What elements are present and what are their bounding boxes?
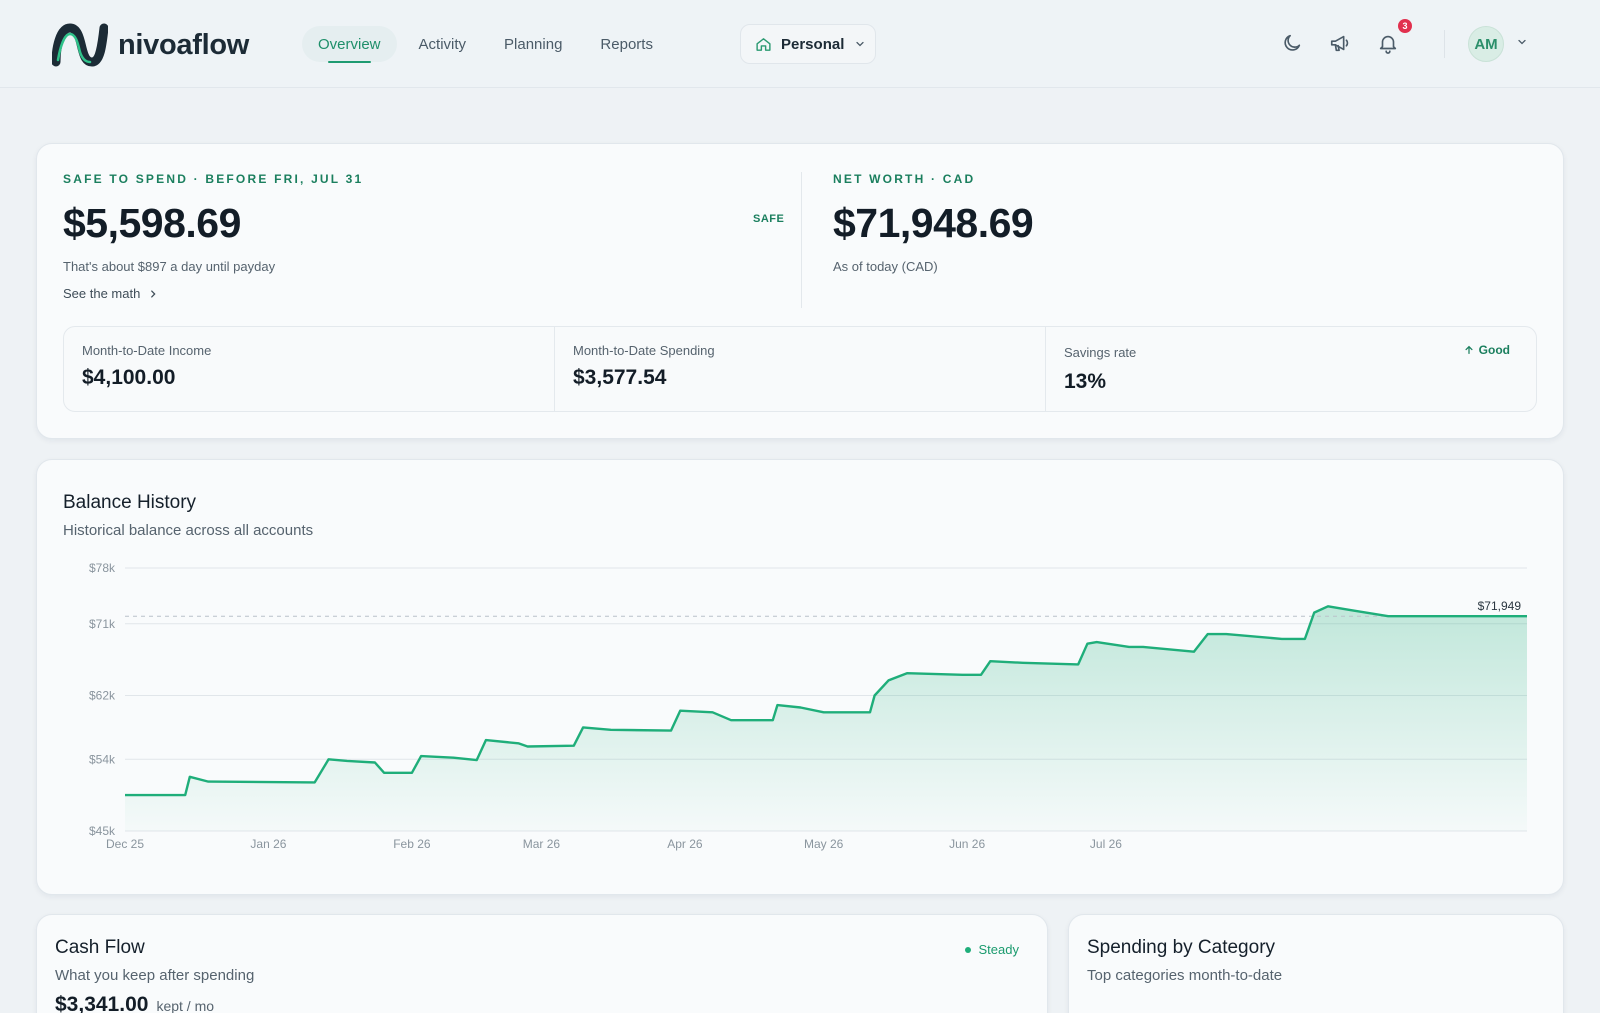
home-icon: [755, 36, 772, 53]
safe-to-spend: SAFE TO SPEND · BEFORE FRI, JUL 31 $5,59…: [63, 172, 363, 301]
x-tick-label: Feb 26: [393, 837, 431, 851]
stat-label: Month-to-Date Income: [82, 343, 212, 358]
tab-planning[interactable]: Planning: [504, 35, 563, 53]
status-dot-icon: [964, 946, 971, 953]
safe-to-spend-eyebrow: SAFE TO SPEND · BEFORE FRI, JUL 31: [63, 172, 364, 186]
main-nav: Overview Activity Planning Reports: [302, 26, 675, 63]
balance-line: [125, 605, 1527, 797]
moon-icon[interactable]: [1279, 30, 1305, 56]
summary-divider: [801, 172, 802, 308]
y-tick-label: $62k: [89, 689, 116, 703]
stat-value: $3,577.54: [573, 366, 667, 389]
balance-history-subtitle: Historical balance across all accounts: [63, 522, 314, 539]
cash-flow-title: Cash Flow: [55, 937, 145, 958]
chevron-down-icon[interactable]: [1516, 36, 1528, 48]
savings-rate-badge: Good: [1464, 343, 1510, 357]
chevron-right-icon: [148, 289, 158, 299]
logo-mark-icon: [52, 23, 108, 67]
balance-history-title: Balance History: [63, 492, 197, 513]
safe-status-tag: SAFE: [753, 213, 785, 225]
cash-flow-kept: $3,341.00 kept / mo: [55, 993, 214, 1013]
stat-savings-rate: Savings rate 13% Good: [1045, 327, 1536, 411]
workspace-selector[interactable]: Personal: [740, 24, 876, 64]
avatar[interactable]: AM: [1468, 26, 1504, 62]
balance-area: [125, 606, 1527, 831]
safe-to-spend-amount: $5,598.69: [63, 200, 241, 246]
stat-value: 13%: [1064, 370, 1107, 393]
x-tick-label: Dec 25: [106, 837, 144, 851]
stat-label: Month-to-Date Spending: [573, 343, 715, 358]
x-tick-label: Apr 26: [667, 837, 703, 851]
cash-flow-kept-unit: kept / mo: [156, 998, 215, 1013]
monthly-stats: Month-to-Date Income $4,100.00 Month-to-…: [63, 326, 1537, 412]
app-logo[interactable]: nivoaflow: [52, 22, 249, 68]
x-tick-label: May 26: [804, 837, 844, 851]
x-tick-label: Jul 26: [1090, 837, 1122, 851]
top-bar: nivoaflow Overview Activity Planning Rep…: [0, 0, 1600, 88]
spending-by-category-title: Spending by Category: [1087, 937, 1276, 958]
net-worth-caption: As of today (CAD): [833, 259, 938, 274]
savings-rate-badge-label: Good: [1478, 343, 1510, 357]
reference-line-label: $71,949: [1478, 599, 1522, 613]
x-tick-label: Jan 26: [250, 837, 286, 851]
cash-flow-status-label: Steady: [978, 942, 1019, 957]
cash-flow-kept-amount: $3,341.00: [55, 993, 149, 1013]
net-worth: NET WORTH · CAD $71,948.69 As of today (…: [833, 172, 1034, 274]
x-tick-label: Jun 26: [949, 837, 985, 851]
y-tick-label: $71k: [89, 617, 116, 631]
chevron-down-icon: [854, 38, 866, 50]
tab-overview[interactable]: Overview: [302, 26, 397, 63]
cash-flow-status: Steady: [964, 942, 1019, 957]
stat-spending: Month-to-Date Spending $3,577.54: [554, 327, 1045, 411]
spending-by-category-subtitle: Top categories month-to-date: [1087, 967, 1283, 984]
net-worth-eyebrow: NET WORTH · CAD: [833, 172, 976, 186]
megaphone-icon[interactable]: [1327, 30, 1353, 56]
header-divider: [1444, 30, 1445, 58]
notification-badge: 3: [1398, 19, 1412, 33]
y-tick-label: $45k: [89, 824, 116, 838]
workspace-label: Personal: [781, 35, 845, 53]
cash-flow-subtitle: What you keep after spending: [55, 967, 255, 984]
arrow-up-icon: [1464, 345, 1474, 355]
stat-value: $4,100.00: [82, 366, 176, 389]
spending-by-category-card: Spending by Category Top categories mont…: [1068, 914, 1564, 1013]
y-tick-label: $78k: [89, 561, 116, 575]
see-the-math-link[interactable]: See the math: [63, 286, 363, 301]
summary-card: SAFE TO SPEND · BEFORE FRI, JUL 31 $5,59…: [36, 143, 1564, 439]
cash-flow-card: Cash Flow What you keep after spending S…: [36, 914, 1048, 1013]
tab-reports[interactable]: Reports: [600, 35, 653, 53]
y-tick-label: $54k: [89, 752, 116, 766]
see-the-math-label: See the math: [63, 286, 141, 301]
x-tick-label: Mar 26: [523, 837, 561, 851]
app-name: nivoaflow: [118, 28, 250, 61]
bell-icon[interactable]: [1375, 30, 1401, 56]
balance-history-card: Balance History Historical balance acros…: [36, 459, 1564, 895]
stat-income: Month-to-Date Income $4,100.00: [64, 327, 554, 411]
net-worth-amount: $71,948.69: [833, 200, 1034, 246]
stat-label: Savings rate: [1064, 345, 1137, 360]
tab-activity[interactable]: Activity: [418, 35, 467, 53]
safe-to-spend-caption: That's about $897 a day until payday: [63, 259, 276, 274]
